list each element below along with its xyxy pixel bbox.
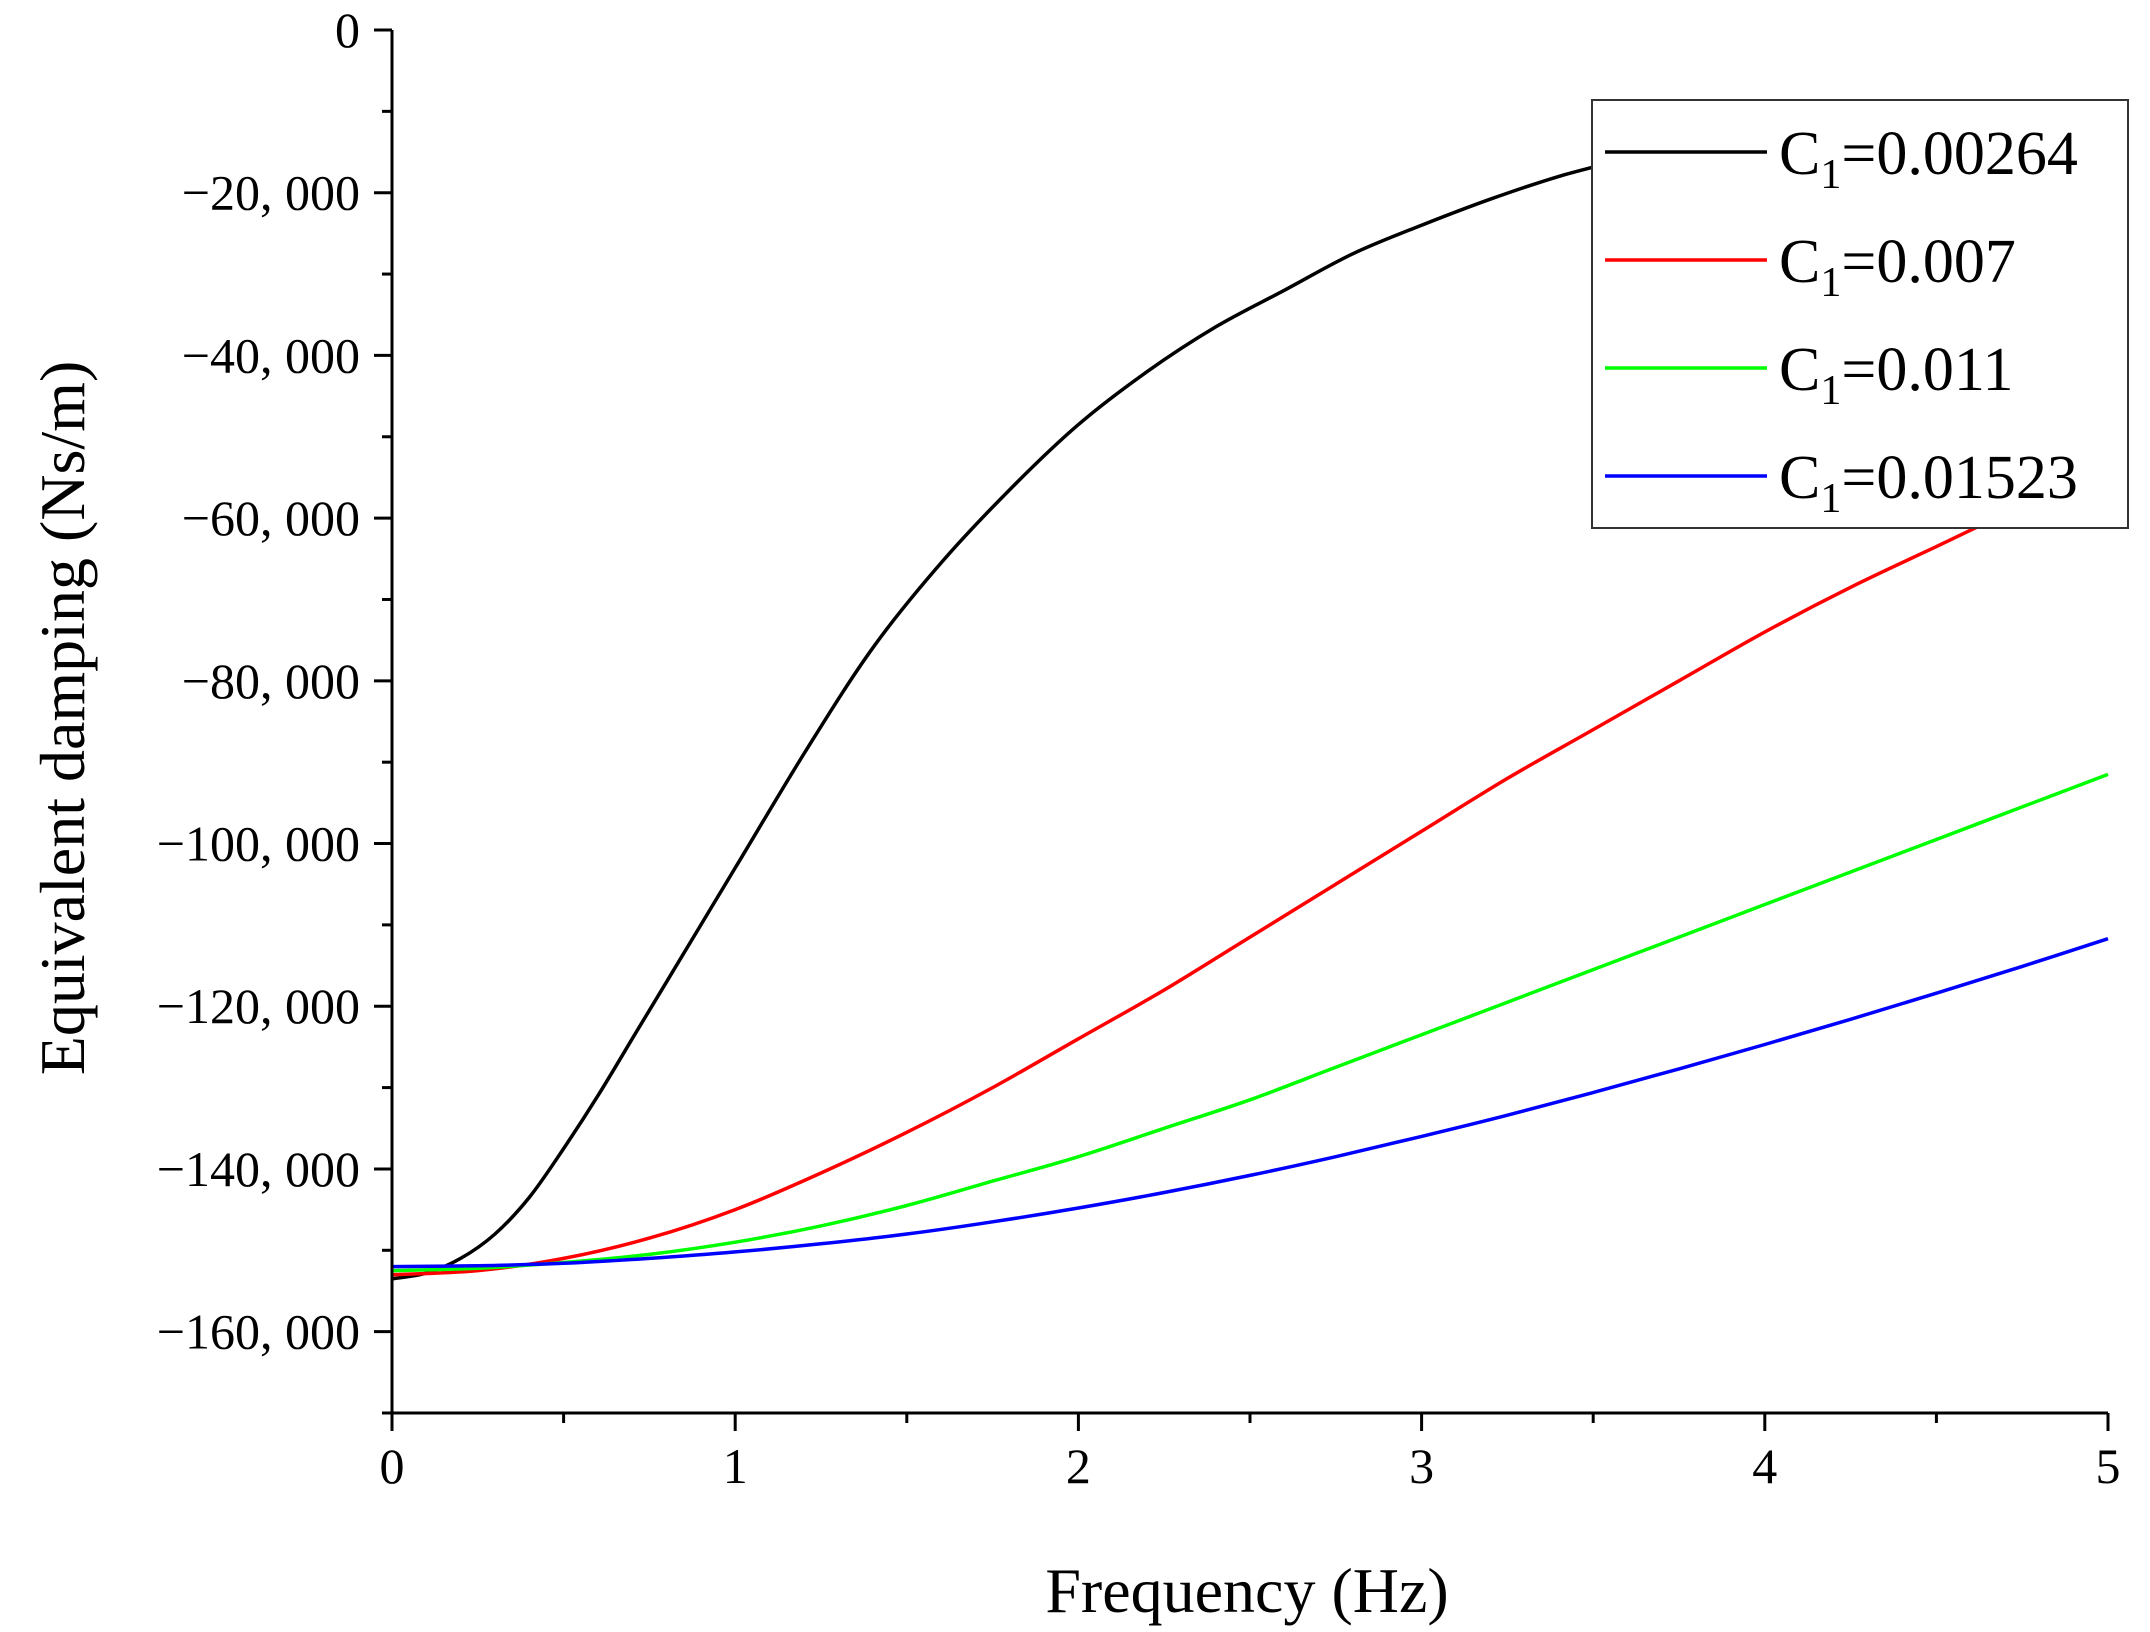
legend-box	[1591, 99, 2129, 529]
y-tick-label: −20, 000	[182, 165, 360, 221]
y-tick-label: −100, 000	[157, 816, 360, 872]
y-tick-label: −160, 000	[157, 1304, 360, 1360]
series-line-2	[391, 467, 2109, 1277]
x-tick-label: 2	[1066, 1438, 1091, 1494]
axes-layer: 0 1 2 3 4 5 0 −20, 000 −40, 000 −60, 000 −80, 000 −…	[157, 2, 2121, 1494]
series-layer	[391, 156, 2109, 1281]
x-tick-label: 5	[2096, 1438, 2121, 1494]
x-tick-label: 0	[380, 1438, 405, 1494]
x-tick-label: 3	[1409, 1438, 1434, 1494]
series-line-4	[391, 937, 2109, 1269]
y-tick-label: −80, 000	[182, 653, 360, 709]
y-axis-title: Equivalent damping (Ns/m)	[27, 361, 98, 1076]
y-tick-label: −120, 000	[157, 978, 360, 1034]
legend: C1=0.00264 C1=0.007 C1=0.011 C1=0.01523	[1591, 99, 2129, 529]
y-tick-label: −60, 000	[182, 490, 360, 546]
legend-label-2: C1=0.007	[1779, 228, 2016, 306]
x-tick-label: 4	[1752, 1438, 1777, 1494]
series-line-1	[391, 156, 1628, 1281]
series-line-3	[391, 772, 2109, 1273]
x-tick-label: 1	[723, 1438, 748, 1494]
y-tick-label: −40, 000	[182, 327, 360, 383]
legend-label-3: C1=0.011	[1779, 336, 2014, 414]
y-tick-label: 0	[335, 2, 360, 58]
x-axis-title: Frequency (Hz)	[1045, 1555, 1448, 1626]
y-tick-label: −140, 000	[157, 1141, 360, 1197]
legend-label-4: C1=0.01523	[1779, 444, 2078, 522]
legend-label-1: C1=0.00264	[1779, 120, 2078, 198]
